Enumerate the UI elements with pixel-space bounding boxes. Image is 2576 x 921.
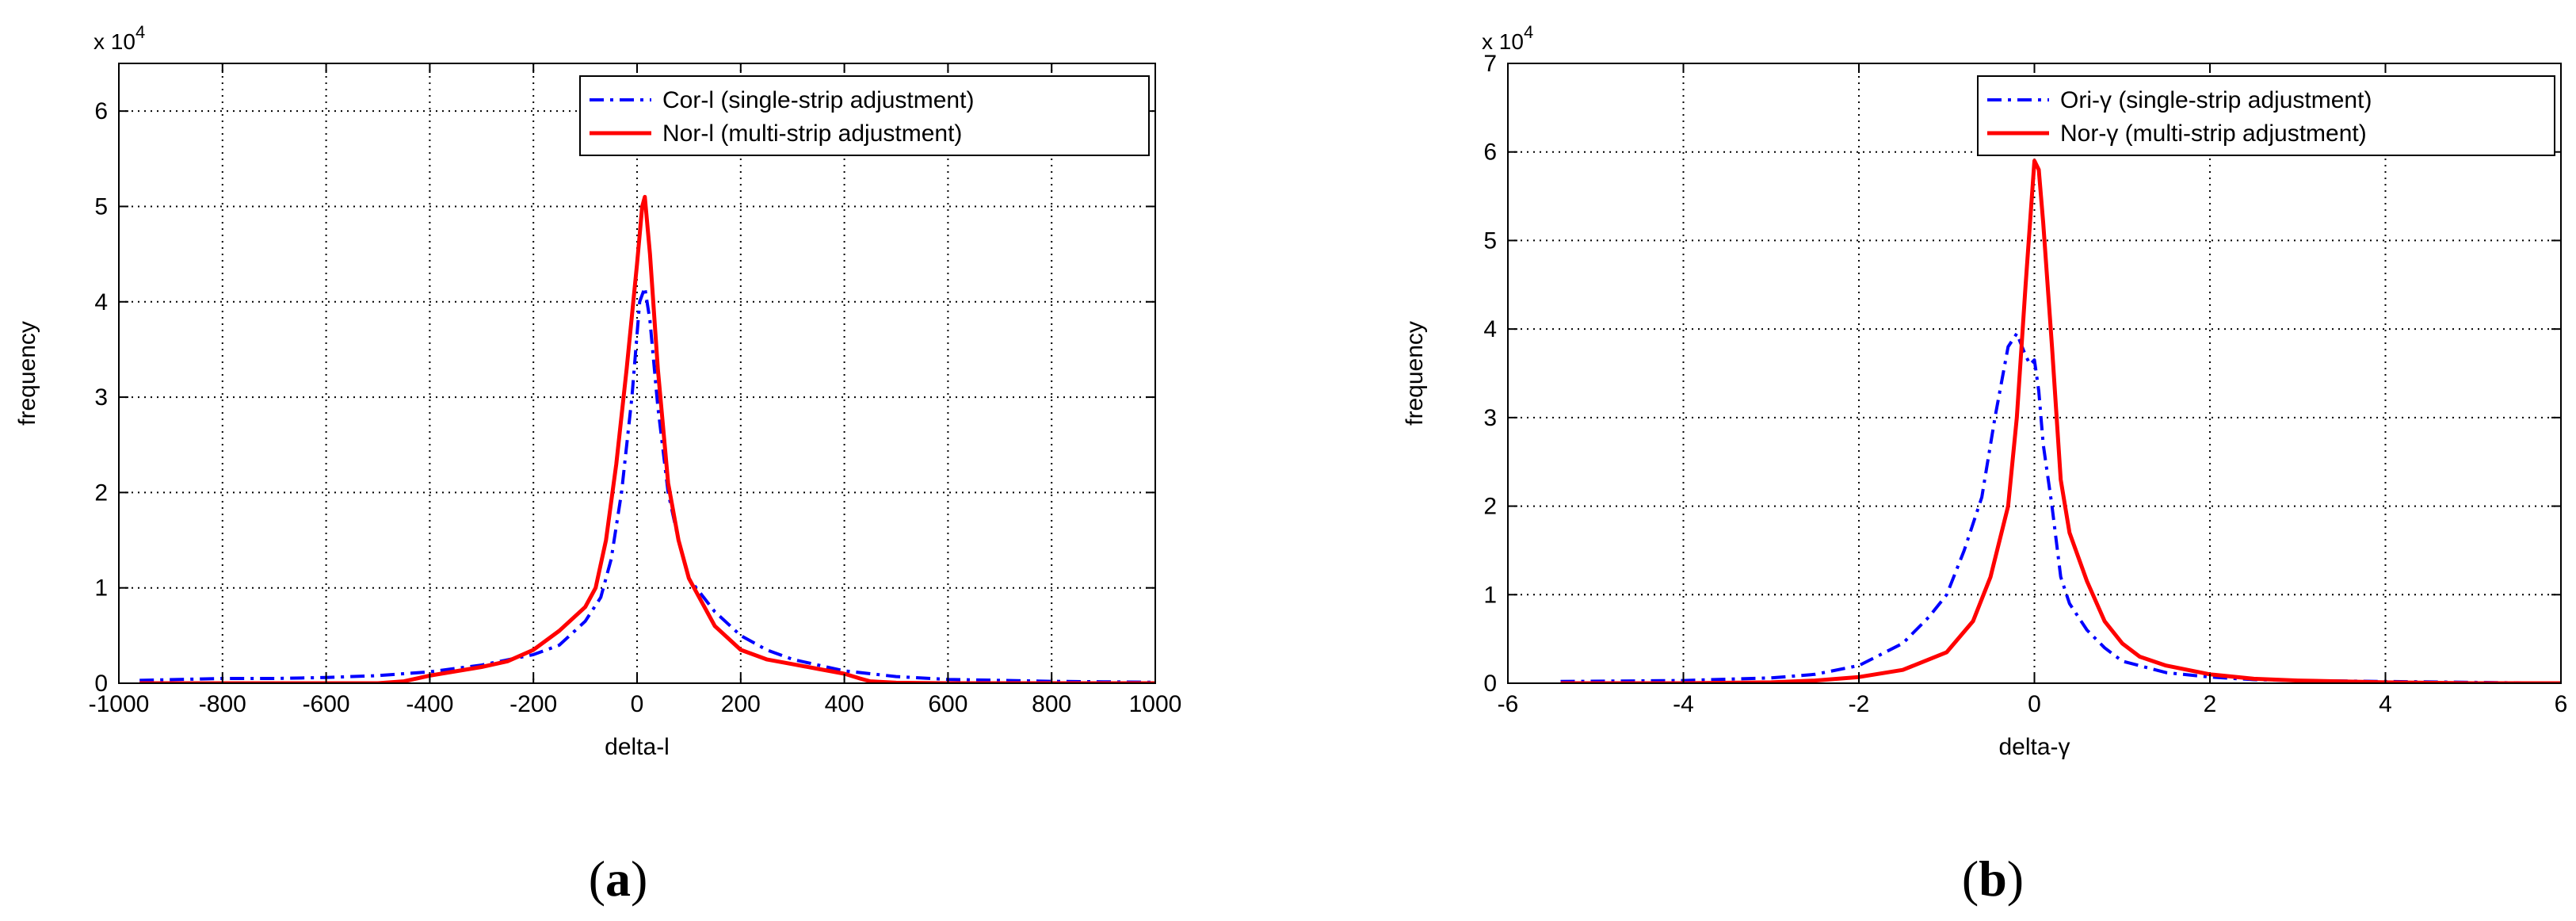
y-axis-label: frequency bbox=[1402, 321, 1428, 426]
y-tick-label: 3 bbox=[1483, 405, 1497, 431]
x-tick-label: -6 bbox=[1498, 691, 1519, 717]
panel-b: -6 -4 -2 0 2 4 6 0 1 2 3 4 5 6 7x 104 delta-γ frequency O… bbox=[1402, 22, 2567, 907]
y-exponent-power: 4 bbox=[135, 22, 145, 42]
y-tick-label: 1 bbox=[94, 575, 108, 602]
x-axis: -1000 -800 -600 -400 -200 0 200 400 600 800 1000 bbox=[89, 63, 1182, 717]
x-tick-label: 0 bbox=[2028, 691, 2041, 717]
panel-letter: a bbox=[605, 850, 631, 907]
y-tick-label: 2 bbox=[94, 480, 108, 506]
legend-entry: Cor-l (single-strip adjustment) bbox=[662, 87, 974, 113]
series-line-multi-strip bbox=[139, 194, 1155, 683]
series-line-single-strip bbox=[1560, 331, 2561, 683]
legend: Ori-γ (single-strip adjustment) Nor-γ (mu… bbox=[1977, 75, 2555, 156]
panel-a: -1000 -800 -600 -400 -200 0 200 400 600 800 1000 0 1… bbox=[14, 22, 1181, 907]
x-tick-label: -600 bbox=[303, 691, 350, 717]
legend-entry: Nor-l (multi-strip adjustment) bbox=[662, 120, 962, 147]
panel-label: (a) bbox=[589, 850, 648, 907]
legend-box bbox=[579, 75, 1150, 156]
y-axis: 0 1 2 3 4 5 6 bbox=[94, 98, 1155, 697]
x-tick-label: 200 bbox=[721, 691, 761, 717]
y-tick-label: 0 bbox=[1483, 671, 1497, 697]
x-tick-label: 0 bbox=[631, 691, 644, 717]
panel-letter: b bbox=[1979, 850, 2007, 907]
y-exponent-label: x 104 bbox=[1482, 22, 1533, 54]
x-tick-label: -400 bbox=[406, 691, 453, 717]
legend-entry: Ori-γ (single-strip adjustment) bbox=[2060, 87, 2372, 113]
y-tick-label: 6 bbox=[94, 98, 108, 124]
y-tick-label: 2 bbox=[1483, 494, 1497, 520]
y-tick-label: 6 bbox=[1483, 139, 1497, 166]
x-tick-label: 6 bbox=[2555, 691, 2568, 717]
y-tick-label: 0 bbox=[94, 671, 108, 697]
legend-entry: Nor-γ (multi-strip adjustment) bbox=[2060, 120, 2367, 147]
y-tick-label: 4 bbox=[94, 289, 108, 315]
y-axis: 0 1 2 3 4 5 6 7 bbox=[1483, 51, 2561, 697]
plot-area bbox=[119, 63, 1155, 683]
y-tick-label: 3 bbox=[94, 384, 108, 411]
x-tick-label: 600 bbox=[928, 691, 967, 717]
y-tick-label: 5 bbox=[1483, 227, 1497, 254]
y-tick-label: 1 bbox=[1483, 582, 1497, 608]
panel-label: (b) bbox=[1962, 850, 2024, 907]
y-tick-label: 7 bbox=[1483, 51, 1497, 77]
x-axis: -6 -4 -2 0 2 4 6 bbox=[1498, 63, 2568, 717]
y-tick-label: 5 bbox=[94, 193, 108, 220]
series-line-multi-strip bbox=[1560, 159, 2561, 683]
x-tick-label: -800 bbox=[199, 691, 246, 717]
x-tick-label: -200 bbox=[509, 691, 557, 717]
legend-box bbox=[1977, 75, 2555, 156]
x-axis-label: delta-γ bbox=[1998, 734, 2070, 760]
x-tick-label: 400 bbox=[825, 691, 864, 717]
y-axis-label: frequency bbox=[14, 321, 40, 426]
x-tick-label: -1000 bbox=[89, 691, 150, 717]
x-tick-label: 800 bbox=[1032, 691, 1071, 717]
gridlines bbox=[119, 63, 1155, 683]
x-tick-label: 1000 bbox=[1129, 691, 1182, 717]
x-tick-label: -4 bbox=[1673, 691, 1694, 717]
x-axis-label: delta-l bbox=[605, 734, 670, 760]
legend: Cor-l (single-strip adjustment) Nor-l (mu… bbox=[579, 75, 1150, 156]
y-exponent-power: 4 bbox=[1524, 22, 1533, 42]
x-tick-label: 2 bbox=[2204, 691, 2217, 717]
y-exponent-label: x 104 bbox=[93, 22, 145, 54]
x-tick-label: 4 bbox=[2379, 691, 2392, 717]
series-line-single-strip bbox=[139, 285, 1155, 683]
x-tick-label: -2 bbox=[1849, 691, 1870, 717]
y-tick-label: 4 bbox=[1483, 316, 1497, 342]
